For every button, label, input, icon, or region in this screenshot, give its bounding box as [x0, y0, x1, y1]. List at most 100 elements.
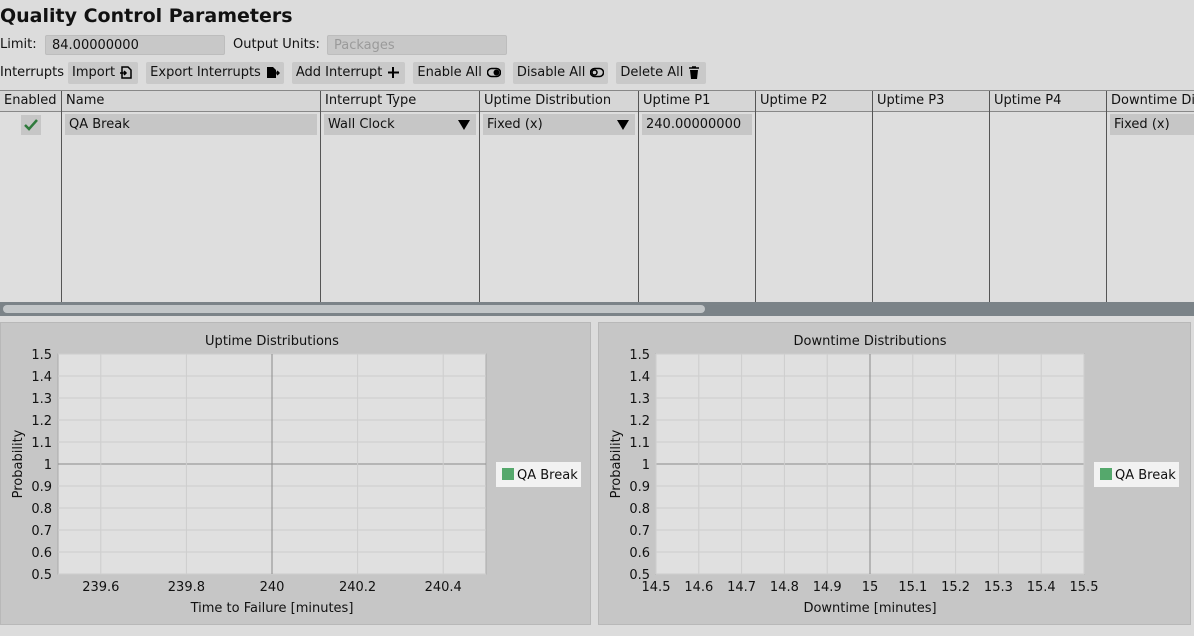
chart-panel: Uptime Distributions 0.5 0.6 0.7 0.8 0.9 1 1.1 1… [0, 322, 591, 625]
table-column: Uptime P2 [756, 91, 873, 303]
y-tick-label: 1.2 [31, 414, 52, 429]
y-tick-label: 1.5 [31, 348, 52, 363]
x-tick-label: 240 [260, 580, 285, 595]
chart-title: Downtime Distributions [794, 334, 947, 349]
x-tick-label: 239.8 [168, 580, 205, 595]
x-axis-label: Time to Failure [minutes] [190, 601, 354, 616]
button-label: Delete All [620, 65, 684, 80]
column-header: Interrupt Type [321, 91, 479, 112]
y-tick-label: 0.9 [629, 480, 650, 495]
table-cell[interactable] [993, 114, 1103, 135]
x-tick-label: 240.2 [339, 580, 376, 595]
button-label: Enable All [417, 65, 482, 80]
y-tick-label: 1.3 [629, 392, 650, 407]
units-input[interactable]: Packages [327, 35, 507, 55]
table-cell[interactable] [876, 114, 986, 135]
x-tick-label: 15 [862, 580, 879, 595]
y-tick-label: 1.1 [629, 436, 650, 451]
button-icon [590, 67, 605, 78]
chart: Downtime Distributions 0.5 0.6 0.7 0.8 0.9 1 1.… [609, 334, 1179, 616]
button-label: Import [72, 65, 116, 80]
chart-title: Uptime Distributions [205, 334, 339, 349]
column-header: Uptime P4 [990, 91, 1106, 112]
toolbar-button[interactable]: Enable All [413, 62, 505, 84]
table-cell[interactable]: 240.00000000 [642, 114, 752, 135]
button-label: Disable All [516, 65, 586, 80]
column-header: Uptime P1 [639, 91, 755, 112]
x-tick-label: 15.1 [898, 580, 927, 595]
chart: Uptime Distributions 0.5 0.6 0.7 0.8 0.9 1 1.1 1… [11, 334, 581, 616]
x-tick-label: 15.4 [1027, 580, 1056, 595]
check-icon [23, 119, 38, 131]
page-title: Quality Control Parameters [0, 5, 293, 27]
button-label: Add Interrupt [295, 65, 383, 80]
cell-text: 240.00000000 [646, 117, 742, 132]
y-tick-label: 0.5 [31, 568, 52, 583]
y-tick-label: 0.5 [629, 568, 650, 583]
table-cell[interactable]: QA Break [65, 114, 317, 135]
column-header: Uptime Distribution [480, 91, 638, 112]
table-column: Uptime Distribution Fixed (x) [480, 91, 639, 303]
table-column: Interrupt Type Wall Clock [321, 91, 480, 303]
interrupts-table: Enabled Name QA Break Interrupt Type Wall Cl… [0, 90, 1194, 303]
table-column: Downtime Distribution Fixed (x) [1107, 91, 1194, 303]
table-column: Uptime P4 [990, 91, 1107, 303]
button-icon [388, 67, 400, 78]
toolbar-button[interactable]: Export Interrupts [146, 62, 284, 84]
y-tick-label: 1.4 [31, 370, 52, 385]
scrollbar-thumb[interactable] [3, 305, 705, 313]
cell-text: Fixed (x) [487, 117, 543, 132]
x-tick-label: 15.3 [984, 580, 1013, 595]
y-tick-label: 1.4 [629, 370, 650, 385]
y-tick-label: 0.6 [629, 546, 650, 561]
y-tick-label: 1.3 [31, 392, 52, 407]
x-tick-label: 14.7 [727, 580, 756, 595]
toolbar-button[interactable]: Disable All [512, 62, 609, 84]
dropdown-arrow [458, 120, 470, 130]
button-icon [120, 66, 132, 79]
table-cell[interactable]: Wall Clock [324, 114, 476, 135]
y-tick-label: 1.5 [629, 348, 650, 363]
y-tick-label: 0.8 [629, 502, 650, 517]
x-axis-label: Downtime [minutes] [803, 601, 936, 616]
table-cell[interactable]: Fixed (x) [1110, 114, 1194, 135]
x-tick-label: 14.5 [642, 580, 671, 595]
table-cell[interactable] [759, 114, 869, 135]
button-icon [689, 66, 700, 79]
table-column: Enabled [0, 91, 62, 303]
button-label: Export Interrupts [150, 65, 261, 80]
y-tick-label: 1 [44, 458, 52, 473]
button-icon [266, 67, 280, 78]
dropdown-arrow [617, 120, 629, 130]
table-column: Name QA Break [62, 91, 321, 303]
y-tick-label: 0.9 [31, 480, 52, 495]
y-tick-label: 1.2 [629, 414, 650, 429]
units-label: Output Units: [233, 37, 320, 52]
legend-label: QA Break [1115, 468, 1176, 483]
table-column: Uptime P1 240.00000000 [639, 91, 756, 303]
x-tick-label: 15.5 [1070, 580, 1099, 595]
x-tick-label: 15.2 [941, 580, 970, 595]
x-tick-label: 240.4 [425, 580, 462, 595]
toolbar-button[interactable]: Delete All [616, 62, 707, 84]
limit-input[interactable]: 84.00000000 [45, 35, 225, 55]
table-column: Uptime P3 [873, 91, 990, 303]
y-tick-label: 0.8 [31, 502, 52, 517]
legend-swatch [502, 468, 514, 480]
table-cell[interactable]: Fixed (x) [483, 114, 635, 135]
y-tick-label: 0.7 [31, 524, 52, 539]
toolbar-button[interactable]: Add Interrupt [291, 62, 406, 84]
chart-panel: Downtime Distributions 0.5 0.6 0.7 0.8 0.9 1 1.… [598, 322, 1191, 625]
cell-text: Wall Clock [328, 117, 395, 132]
y-axis-label: Probability [11, 429, 26, 498]
column-header: Uptime P2 [756, 91, 872, 112]
x-tick-label: 14.9 [813, 580, 842, 595]
enabled-checkbox[interactable] [20, 115, 41, 135]
column-header: Uptime P3 [873, 91, 989, 112]
legend-swatch [1100, 468, 1112, 480]
toolbar-button[interactable]: Import [68, 62, 139, 84]
y-tick-label: 0.6 [31, 546, 52, 561]
toolbar: Import Export Interrupts Add Interrupt Enab… [68, 62, 707, 84]
limit-label: Limit: [0, 37, 37, 52]
